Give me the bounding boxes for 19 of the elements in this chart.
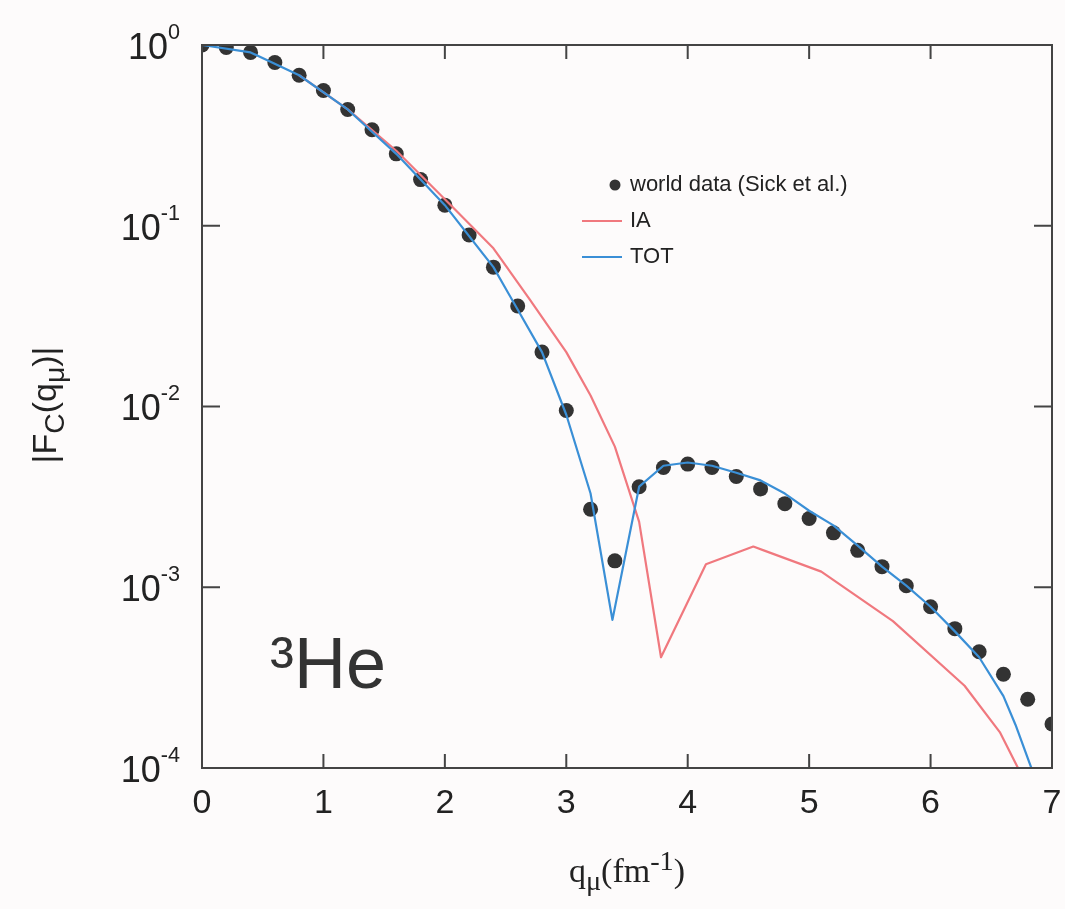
point [995, 666, 1011, 682]
x-axis-title: q$_{μ}$(fm$^{-1}$) [567, 845, 687, 898]
annotation: ³He [270, 623, 387, 703]
point [753, 481, 769, 497]
point [801, 511, 817, 527]
legend-label: TOT [630, 243, 674, 269]
x-tick-label: 1 [313, 782, 333, 821]
x-tick-label: 2 [435, 782, 455, 821]
x-tick-label: 7 [1042, 782, 1062, 821]
point [777, 496, 793, 512]
x-tick-label: 5 [799, 782, 819, 821]
x-tick-label: 6 [921, 782, 941, 821]
legend-label: world data (Sick et al.) [629, 171, 848, 197]
x-tick-label: 4 [678, 782, 698, 821]
point [1020, 691, 1036, 707]
point [607, 553, 623, 569]
legend-label: IA [630, 207, 652, 233]
x-tick-label: 3 [556, 782, 576, 821]
x-tick-label: 0 [192, 782, 212, 821]
